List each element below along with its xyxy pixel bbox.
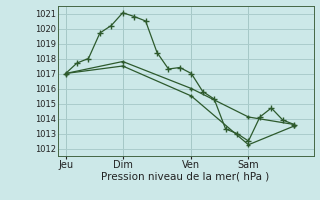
X-axis label: Pression niveau de la mer( hPa ): Pression niveau de la mer( hPa ) [101, 172, 270, 182]
